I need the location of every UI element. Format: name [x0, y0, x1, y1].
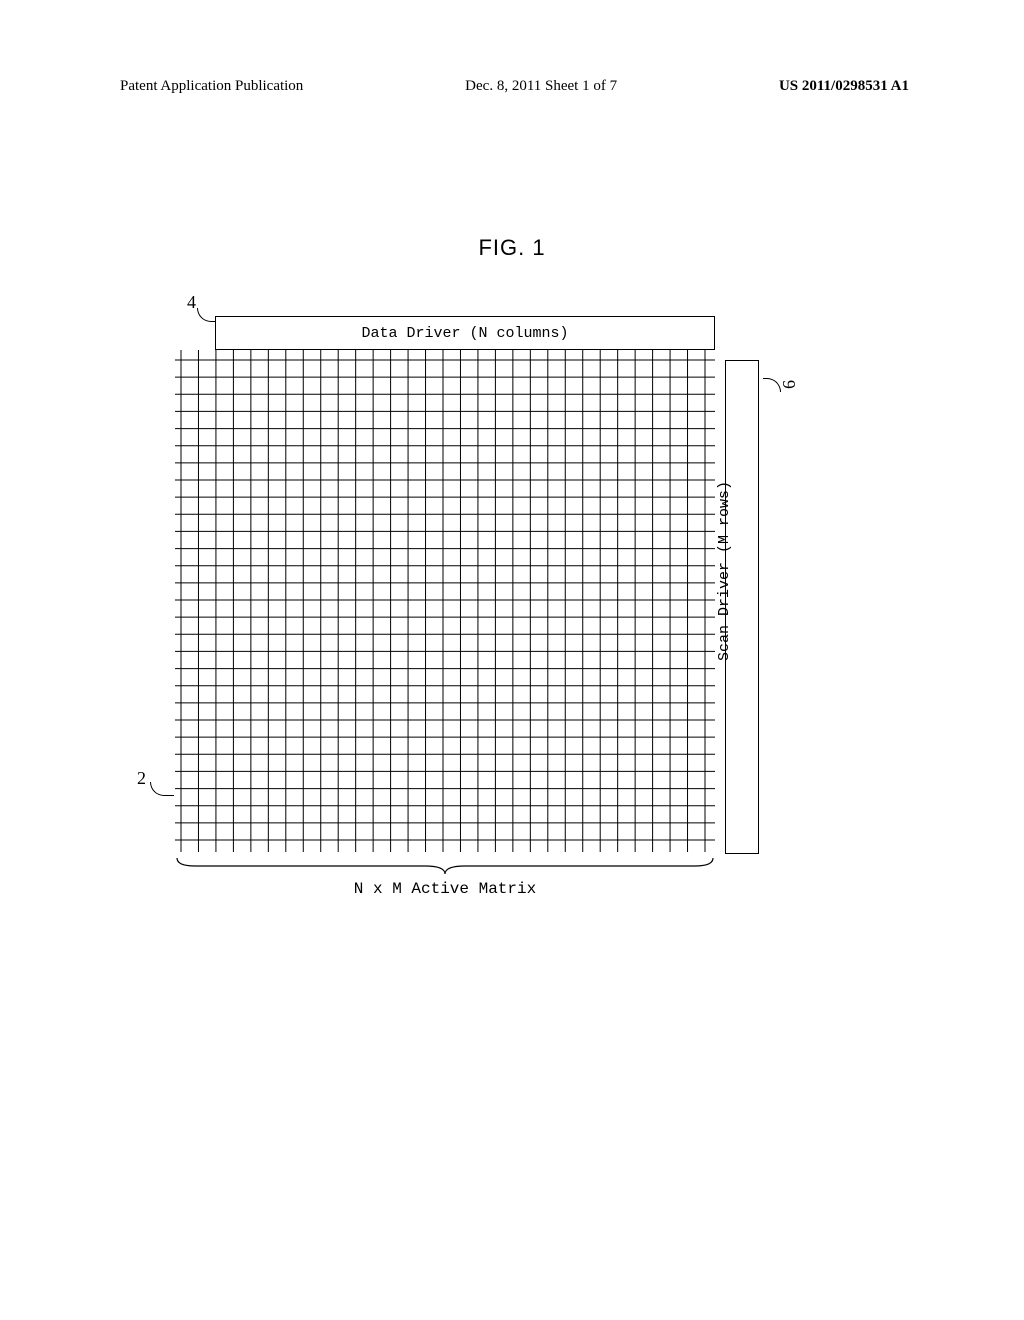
header-left: Patent Application Publication	[120, 78, 303, 95]
matrix-label: N x M Active Matrix	[175, 880, 715, 898]
callout-2: 2	[137, 768, 146, 789]
scan-driver-box: Scan Driver (M rows)	[725, 360, 759, 854]
callout-4-leader	[197, 308, 217, 322]
callout-4: 4	[187, 292, 196, 313]
data-driver-box: Data Driver (N columns)	[215, 316, 715, 350]
callout-2-leader	[150, 782, 174, 796]
callout-6: 6	[779, 380, 800, 389]
header-center: Dec. 8, 2011 Sheet 1 of 7	[465, 78, 617, 95]
header-right: US 2011/0298531 A1	[779, 78, 909, 95]
figure-title: FIG. 1	[0, 235, 1024, 261]
page-header: Patent Application Publication Dec. 8, 2…	[0, 78, 1024, 95]
scan-driver-label: Scan Driver (M rows)	[716, 481, 733, 661]
active-matrix-grid	[175, 350, 715, 852]
matrix-brace	[175, 856, 715, 876]
data-driver-label: Data Driver (N columns)	[361, 325, 568, 342]
figure-diagram: 4 Data Driver (N columns) 6 Scan Driver …	[175, 300, 895, 940]
